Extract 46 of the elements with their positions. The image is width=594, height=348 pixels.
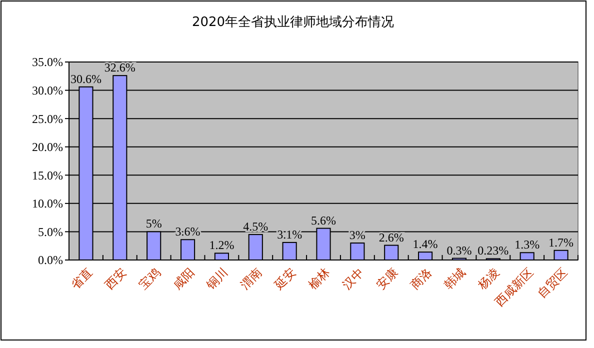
x-tick-label: 安康 [374,265,400,292]
x-tick-label: 省直 [68,265,96,292]
data-label: 1.7% [548,235,574,250]
data-label: 1.3% [514,238,540,252]
x-tick-label: 商洛 [408,265,434,292]
x-tick-label: 自贸区 [534,265,570,301]
bar [384,244,399,260]
data-label: 1.4% [412,237,438,252]
bar [520,252,534,260]
x-tick-label: 渭南 [238,265,265,292]
y-tick-label: 35.0% [32,55,63,70]
data-label: 5.6% [311,213,336,228]
x-tick-label: 咸阳 [170,265,197,292]
x-tick-label: 西安 [102,265,129,292]
y-tick-label: 5.0% [38,224,63,239]
data-label: 0.3% [446,243,472,258]
y-tick-label: 25.0% [32,112,63,126]
x-tick-label: 汉中 [340,265,367,292]
data-label: 0.23% [478,244,509,258]
bar [554,250,568,260]
bar [180,239,196,260]
chart-title: 2020年全省执业律师地域分布情况 [192,15,394,30]
bar [214,252,229,260]
y-tick-label: 15.0% [32,168,63,182]
y-tick-label: 20.0% [32,140,63,154]
data-label: 5% [146,216,162,231]
x-tick-label: 韩城 [441,265,468,292]
data-label: 4.5% [243,220,268,234]
data-label: 32.6% [104,60,136,75]
data-label: 3.1% [277,227,302,242]
x-tick-label: 杨凌 [474,265,502,293]
bar [248,234,263,260]
bar [418,252,433,260]
y-tick-label: 30.0% [32,83,63,98]
y-tick-label: 0.0% [38,253,63,268]
data-label: 3% [349,228,366,242]
data-label: 30.6% [70,72,102,86]
x-tick-label: 宝鸡 [136,265,163,292]
y-tick-label: 10.0% [32,196,63,211]
bar [282,242,297,260]
data-label: 2.6% [378,230,404,244]
x-tick-label: 延安 [271,265,299,293]
x-tick-label: 铜川 [203,265,231,293]
data-label: 1.2% [209,238,234,252]
x-tick-label: 榆林 [306,265,333,292]
bar [350,242,365,260]
